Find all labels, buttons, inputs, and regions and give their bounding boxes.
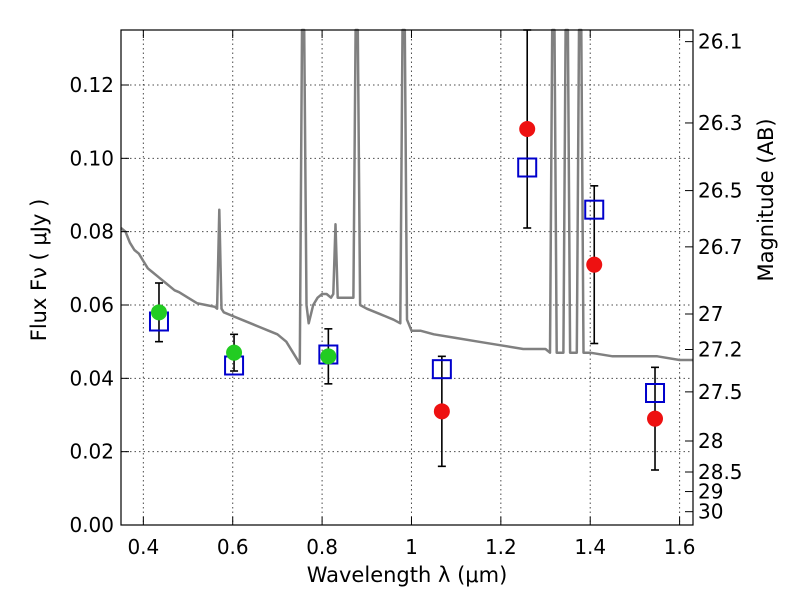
x-tick-label: 0.6 bbox=[217, 535, 249, 559]
right-y-axis-label: Magnitude (AB) bbox=[754, 118, 778, 281]
measurement-marker bbox=[586, 256, 603, 273]
model-flux-marker bbox=[584, 199, 605, 220]
measurement-marker bbox=[433, 403, 450, 420]
x-tick-label: 0.8 bbox=[306, 535, 338, 559]
x-axis-label: Wavelength λ (μm) bbox=[307, 563, 508, 587]
measurement-marker bbox=[647, 410, 664, 427]
right-tick-label: 30 bbox=[698, 500, 723, 524]
x-tick-label: 0.4 bbox=[127, 535, 159, 559]
right-tick-label: 28 bbox=[698, 429, 723, 453]
model-flux-marker bbox=[645, 383, 666, 403]
y-axis-label: Flux Fν ( μJy ) bbox=[27, 199, 51, 342]
series-layer bbox=[120, 28, 693, 471]
detection-marker bbox=[226, 344, 243, 361]
detection-marker bbox=[150, 304, 167, 321]
measurement-marker bbox=[519, 121, 536, 137]
model-flux-marker bbox=[431, 359, 452, 380]
y-tick-label: 0.04 bbox=[69, 366, 114, 390]
plot-frame bbox=[120, 29, 694, 526]
x-tick-label: 1.4 bbox=[574, 535, 606, 559]
y-tick-label: 0.02 bbox=[69, 440, 114, 464]
y-tick-label: 0.12 bbox=[69, 73, 114, 97]
right-tick-label: 29 bbox=[698, 480, 723, 504]
model-flux-marker bbox=[517, 157, 538, 178]
x-tick-label: 1 bbox=[405, 535, 418, 559]
y-tick-label: 0.10 bbox=[69, 146, 114, 170]
right-tick-label: 27.2 bbox=[698, 338, 743, 362]
right-tick-label: 26.7 bbox=[698, 235, 743, 259]
x-tick-label: 1.2 bbox=[485, 535, 517, 559]
right-tick-label: 26.5 bbox=[698, 179, 743, 203]
y-tick-label: 0.00 bbox=[69, 513, 114, 537]
right-tick-label: 27.5 bbox=[698, 380, 743, 404]
right-tick-label: 27 bbox=[698, 302, 723, 326]
right-tick-label: 26.1 bbox=[698, 30, 743, 54]
detection-marker bbox=[320, 348, 337, 365]
y-tick-label: 0.08 bbox=[69, 220, 114, 244]
axes-layer: 0.4 0.6 0.8 1 1.2 1.4 1.6 0.00 0.02 0.04 0.06 0.08 0… bbox=[69, 30, 742, 559]
x-tick-label: 1.6 bbox=[664, 535, 696, 559]
right-tick-label: 26.3 bbox=[698, 111, 743, 135]
spectrum-line bbox=[120, 28, 693, 365]
y-tick-label: 0.06 bbox=[69, 293, 114, 317]
right-tick-label: 28.5 bbox=[698, 460, 743, 484]
